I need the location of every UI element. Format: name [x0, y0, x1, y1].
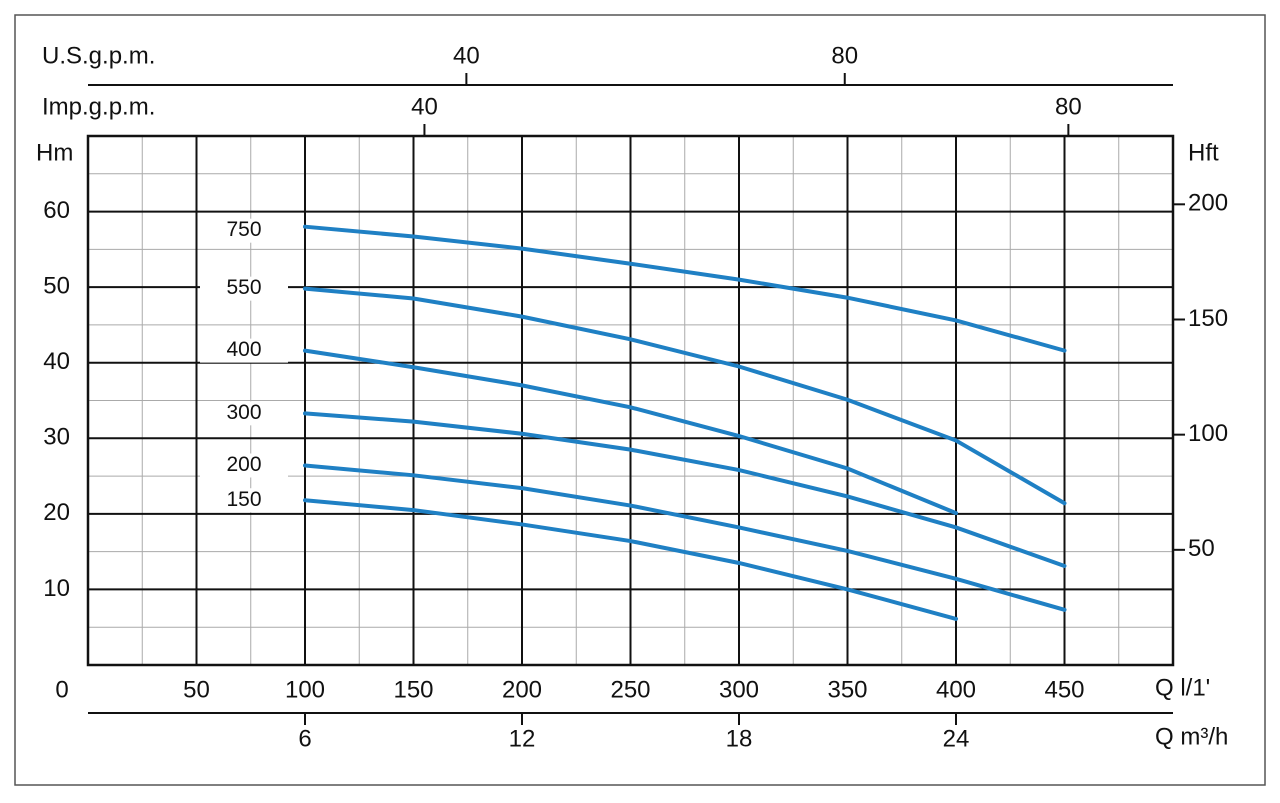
pump-curve — [303, 463, 1067, 612]
pump-curve — [303, 286, 1067, 506]
curve-label: 750 — [226, 218, 261, 241]
plot-border — [86, 134, 1175, 667]
curve-label: 150 — [226, 488, 261, 511]
top-tick-label: 40 — [411, 93, 438, 120]
y-tick-label: 30 — [43, 424, 70, 451]
x-axis-label: Q l/1' — [1155, 674, 1210, 701]
y-axis-label: Hm — [36, 139, 73, 166]
x-tick-label: 300 — [719, 676, 759, 703]
label-bg — [200, 488, 288, 513]
curve-label: 400 — [226, 338, 261, 361]
top-tick-label: 40 — [453, 42, 480, 69]
pump-curve — [303, 498, 958, 621]
pump-curve — [303, 224, 1067, 353]
x-tick-label: 350 — [827, 676, 867, 703]
top-tick-label: 80 — [1055, 93, 1082, 120]
label-bg — [200, 218, 288, 243]
label-bg — [200, 338, 288, 363]
y-tick-label: 20 — [43, 499, 70, 526]
pump-curve — [303, 348, 958, 516]
y2-tick-label: 200 — [1188, 190, 1228, 217]
y-tick-label: 40 — [43, 348, 70, 375]
x-tick-label: 250 — [610, 676, 650, 703]
top-axis-label: U.S.g.p.m. — [42, 42, 155, 69]
top-tick-label: 80 — [831, 42, 858, 69]
label-bg — [200, 401, 288, 426]
x-tick-label: 450 — [1044, 676, 1084, 703]
y2-tick-label: 100 — [1188, 420, 1228, 447]
y2-axis-label: Hft — [1188, 139, 1219, 166]
label-bg — [200, 453, 288, 478]
x-tick-label: 400 — [936, 676, 976, 703]
x-tick-label: 200 — [502, 676, 542, 703]
x2-tick-label: 18 — [726, 725, 753, 752]
y-tick-label: 10 — [43, 575, 70, 602]
y2-tick-label: 150 — [1188, 305, 1228, 332]
x-tick-label: 0 — [55, 676, 68, 703]
x-tick-label: 100 — [285, 676, 325, 703]
label-bg — [200, 276, 288, 301]
x-tick-label: 50 — [183, 676, 210, 703]
curve-label: 300 — [226, 401, 261, 424]
curve-label: 200 — [226, 453, 261, 476]
x2-tick-label: 24 — [943, 725, 970, 752]
x2-axis-label: Q m³/h — [1155, 723, 1228, 750]
x-tick-label: 150 — [393, 676, 433, 703]
top-axis-label: Imp.g.p.m. — [42, 93, 155, 120]
x2-tick-label: 12 — [509, 725, 536, 752]
x2-tick-label: 6 — [298, 725, 311, 752]
y-tick-label: 60 — [43, 197, 70, 224]
y-tick-label: 50 — [43, 272, 70, 299]
curve-label: 550 — [226, 276, 261, 299]
y2-tick-label: 50 — [1188, 535, 1215, 562]
pump-curve — [303, 411, 1067, 569]
